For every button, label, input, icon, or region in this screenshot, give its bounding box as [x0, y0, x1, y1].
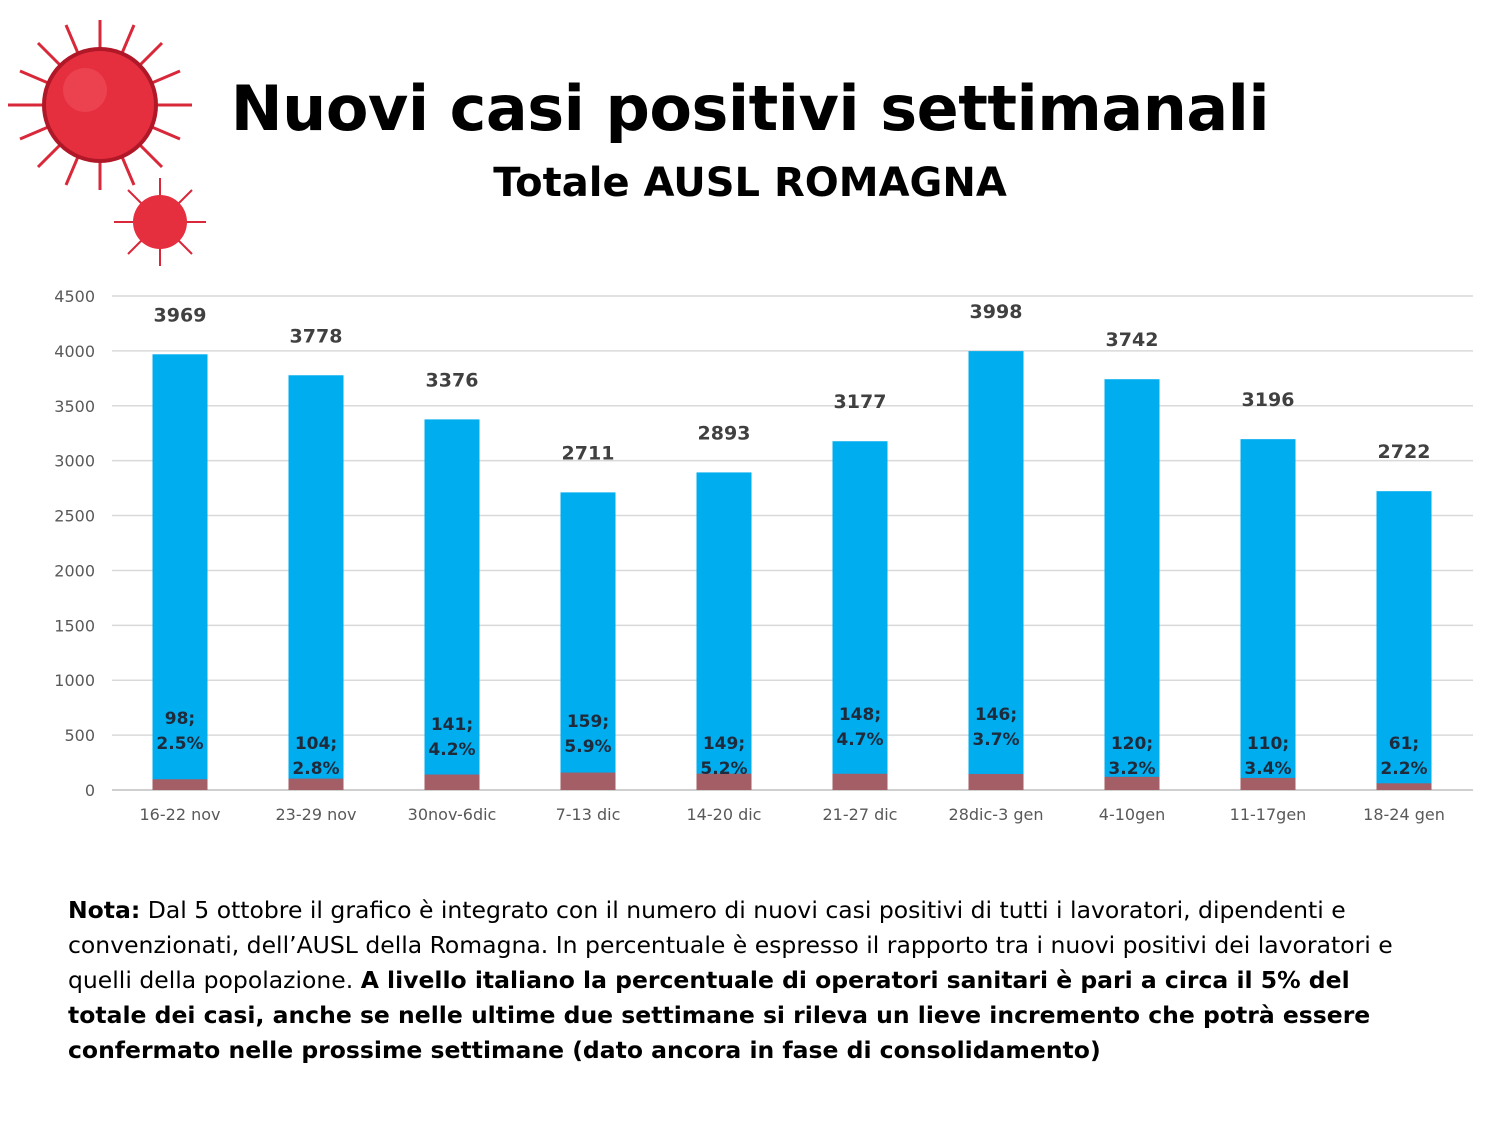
x-tick-label: 11-17gen [1230, 805, 1307, 824]
y-tick-label: 3500 [54, 397, 95, 416]
bar-total [560, 492, 616, 790]
x-tick-label: 18-24 gen [1363, 805, 1445, 824]
data-label-workers: 141; [431, 715, 473, 735]
y-tick-label: 1000 [54, 671, 95, 690]
bar-workers [696, 773, 752, 790]
bar-workers [152, 779, 208, 790]
data-label-workers: 148; [839, 705, 881, 725]
data-label-total: 3969 [154, 304, 207, 326]
bar-chart: 0 500 1000 1500 2000 2500 3000 3500 4000 4500 3969… [54, 287, 1473, 824]
chart-title: Nuovi casi positivi settimanali [230, 72, 1270, 145]
data-label-total: 2893 [698, 422, 751, 444]
data-label-total: 3778 [290, 325, 343, 347]
y-tick-label: 2500 [54, 507, 95, 526]
data-label-total: 3742 [1106, 329, 1159, 351]
chart-subtitle: Totale AUSL ROMAGNA [493, 160, 1007, 206]
y-tick-label: 500 [64, 726, 95, 745]
bar-total [424, 419, 480, 790]
bar-workers [832, 773, 888, 790]
bar-total [1376, 491, 1432, 790]
note-body: Dal 5 ottobre il grafico è integrato con… [68, 896, 1393, 994]
y-tick-label: 4000 [54, 342, 95, 361]
x-tick-label: 16-22 nov [140, 805, 221, 824]
data-label-workers: 104; [295, 734, 337, 754]
x-tick-label: 7-13 dic [556, 805, 621, 824]
data-label-workers: 2.2% [1380, 759, 1427, 779]
bar-workers [560, 772, 616, 790]
y-tick-label: 3000 [54, 452, 95, 471]
note-bold-body: A livello italiano la percentuale di ope… [68, 966, 1371, 1064]
bar-workers [1376, 783, 1432, 790]
data-label-workers: 4.2% [428, 740, 475, 760]
virus-icon-large [8, 20, 192, 190]
bar-workers [1104, 776, 1160, 790]
x-tick-label: 30nov-6dic [408, 805, 497, 824]
virus-icon-small [114, 178, 206, 266]
y-tick-label: 2000 [54, 561, 95, 580]
data-label-workers: 120; [1111, 734, 1153, 754]
x-tick-label: 4-10gen [1099, 805, 1165, 824]
data-label-total: 2711 [562, 442, 615, 464]
bar-total [696, 472, 752, 790]
bar-total [1104, 379, 1160, 790]
data-label-workers: 5.9% [564, 737, 611, 757]
x-tick-label: 28dic-3 gen [949, 805, 1044, 824]
note-label: Nota: [68, 896, 141, 924]
y-tick-label: 0 [85, 781, 95, 800]
bar-workers [424, 774, 480, 790]
data-label-workers: 2.8% [292, 759, 339, 779]
data-label-workers: 61; [1389, 734, 1419, 754]
y-tick-label: 4500 [54, 287, 95, 306]
data-label-workers: 110; [1247, 734, 1289, 754]
data-label-workers: 3.4% [1244, 759, 1291, 779]
data-label-total: 3196 [1242, 389, 1295, 411]
x-tick-label: 23-29 nov [276, 805, 357, 824]
data-label-workers: 4.7% [836, 730, 883, 750]
data-label-total: 3376 [426, 369, 479, 391]
data-label-workers: 3.2% [1108, 759, 1155, 779]
bar-total [832, 441, 888, 790]
data-label-workers: 149; [703, 734, 745, 754]
data-label-workers: 159; [567, 712, 609, 732]
bar-total [288, 375, 344, 790]
x-tick-label: 21-27 dic [823, 805, 898, 824]
bar-total [152, 354, 208, 790]
note-text: Nota: Dal 5 ottobre il grafico è integra… [68, 893, 1428, 1068]
y-tick-label: 1500 [54, 616, 95, 635]
bar-total [1240, 439, 1296, 790]
x-tick-label: 14-20 dic [687, 805, 762, 824]
data-label-total: 2722 [1378, 441, 1431, 463]
bar-total [968, 351, 1024, 790]
bar-workers [1240, 777, 1296, 790]
data-label-workers: 2.5% [156, 734, 203, 754]
data-label-workers: 98; [165, 709, 195, 729]
data-label-workers: 3.7% [972, 730, 1019, 750]
data-label-workers: 5.2% [700, 759, 747, 779]
bar-workers [288, 778, 344, 790]
data-label-workers: 146; [975, 705, 1017, 725]
data-label-total: 3998 [970, 301, 1023, 323]
bar-workers [968, 773, 1024, 790]
data-label-total: 3177 [834, 391, 887, 413]
